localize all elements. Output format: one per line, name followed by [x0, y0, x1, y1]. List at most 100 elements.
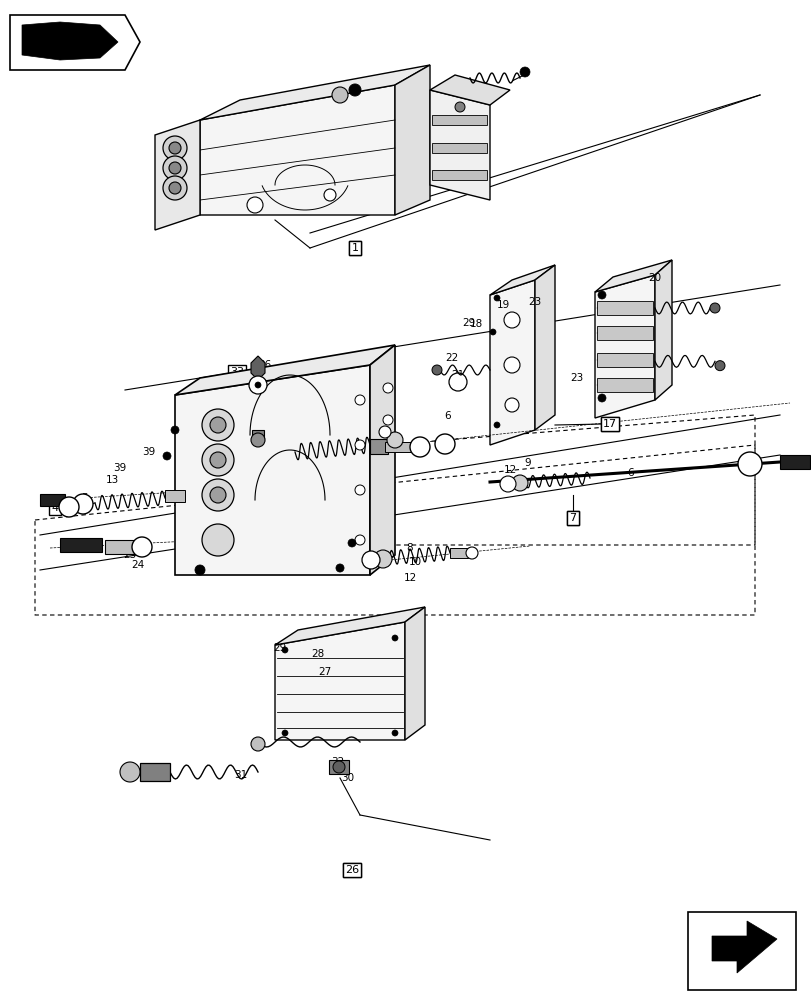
Text: 17: 17	[603, 419, 616, 429]
Circle shape	[324, 189, 336, 201]
Circle shape	[392, 730, 397, 736]
Text: 6: 6	[144, 545, 151, 555]
Polygon shape	[275, 622, 405, 740]
Polygon shape	[430, 90, 489, 200]
Text: 30: 30	[341, 773, 354, 783]
Bar	[449, 548, 467, 558]
Polygon shape	[430, 75, 509, 105]
Bar	[431, 115, 487, 125]
Circle shape	[59, 497, 79, 517]
Text: 4: 4	[51, 503, 58, 513]
Text: 23: 23	[528, 297, 541, 307]
Polygon shape	[711, 921, 776, 973]
Circle shape	[202, 524, 234, 556]
Circle shape	[349, 84, 361, 96]
Circle shape	[466, 547, 478, 559]
Text: 13: 13	[105, 475, 118, 485]
Text: 27: 27	[318, 667, 331, 677]
Polygon shape	[489, 280, 534, 445]
Bar	[60, 538, 102, 552]
Text: 12: 12	[403, 573, 416, 583]
Circle shape	[281, 647, 288, 653]
Bar	[328, 760, 349, 774]
Circle shape	[597, 291, 605, 299]
Bar	[596, 378, 652, 392]
Bar	[779, 455, 809, 469]
Text: 1: 1	[351, 243, 358, 253]
Text: 9: 9	[524, 458, 530, 468]
Text: 36: 36	[258, 360, 272, 370]
Text: 6: 6	[444, 411, 451, 421]
Circle shape	[354, 395, 365, 405]
Text: 24: 24	[338, 500, 351, 510]
Circle shape	[169, 142, 181, 154]
Text: 11: 11	[506, 478, 519, 488]
Circle shape	[251, 433, 264, 447]
Circle shape	[163, 156, 187, 180]
Circle shape	[354, 535, 365, 545]
Polygon shape	[22, 22, 118, 60]
Circle shape	[169, 162, 181, 174]
Circle shape	[362, 551, 380, 569]
Circle shape	[383, 383, 393, 393]
Bar	[431, 170, 487, 180]
Polygon shape	[175, 365, 370, 575]
Circle shape	[281, 730, 288, 736]
Circle shape	[737, 452, 761, 476]
Bar	[596, 326, 652, 340]
Circle shape	[489, 329, 496, 335]
Circle shape	[454, 102, 465, 112]
Text: 25: 25	[328, 485, 341, 495]
Bar	[165, 490, 185, 502]
Circle shape	[251, 737, 264, 751]
Bar	[139, 763, 169, 781]
Polygon shape	[200, 85, 394, 215]
Text: 39: 39	[281, 529, 294, 539]
Text: 3: 3	[386, 425, 393, 435]
Circle shape	[709, 303, 719, 313]
Circle shape	[431, 365, 441, 375]
Text: 19: 19	[496, 300, 509, 310]
Circle shape	[247, 197, 263, 213]
Text: 14: 14	[328, 439, 341, 449]
Circle shape	[202, 479, 234, 511]
Circle shape	[195, 565, 204, 575]
Polygon shape	[251, 356, 264, 380]
Bar	[384, 442, 414, 452]
Polygon shape	[654, 260, 672, 400]
Polygon shape	[200, 65, 430, 120]
Circle shape	[333, 761, 345, 773]
Circle shape	[336, 564, 344, 572]
Circle shape	[163, 452, 171, 460]
Bar	[40, 494, 65, 506]
Text: 10: 10	[408, 557, 421, 567]
Text: 37: 37	[68, 505, 82, 515]
Circle shape	[132, 537, 152, 557]
Polygon shape	[175, 345, 394, 395]
Text: 25: 25	[123, 550, 136, 560]
Text: 12: 12	[503, 465, 516, 475]
Text: 5: 5	[82, 493, 88, 503]
Polygon shape	[594, 260, 672, 292]
Bar	[687, 912, 795, 990]
Circle shape	[435, 434, 454, 454]
Circle shape	[504, 357, 519, 373]
Text: 6: 6	[627, 468, 633, 478]
Circle shape	[714, 361, 724, 371]
Bar	[105, 540, 135, 554]
Text: 7: 7	[569, 513, 576, 523]
Text: 28: 28	[311, 649, 324, 659]
Text: 21: 21	[451, 370, 464, 380]
Text: 35: 35	[370, 417, 383, 427]
Polygon shape	[489, 265, 554, 295]
Circle shape	[120, 762, 139, 782]
Circle shape	[210, 452, 225, 468]
Text: 18: 18	[469, 319, 482, 329]
Polygon shape	[370, 345, 394, 575]
Text: 22: 22	[444, 353, 458, 363]
Text: 33: 33	[230, 367, 243, 377]
Text: 29: 29	[461, 318, 475, 328]
Text: 39: 39	[142, 447, 156, 457]
Bar	[370, 439, 388, 454]
Text: 2: 2	[344, 418, 351, 428]
